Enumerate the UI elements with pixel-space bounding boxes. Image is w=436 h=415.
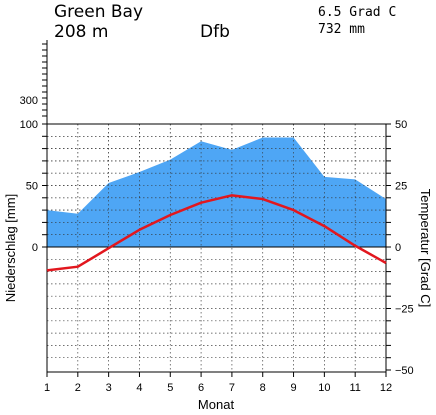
x-tick-label: 7 (229, 382, 235, 394)
x-tick-label: 9 (290, 382, 296, 394)
gridlines-over-area (47, 124, 386, 247)
temperature-line (46, 194, 387, 272)
left-tick-label: 50 (26, 181, 38, 193)
left-axis-label: Niederschlag [mm] (3, 194, 18, 302)
x-tick-label: 4 (136, 382, 142, 394)
x-tick-label: 10 (318, 382, 330, 394)
left-tick-label: 100 (20, 119, 38, 131)
x-tick-label: 11 (349, 382, 360, 394)
precipitation-area (47, 137, 386, 247)
right-tick-label: −50 (395, 365, 414, 377)
x-tick-label: 8 (260, 382, 266, 394)
climate-class: Dfb (200, 22, 230, 42)
annual-precipitation: 732 mm (318, 22, 365, 37)
x-tick-label: 2 (75, 382, 81, 394)
right-axis-label: Temperatur [Grad C] (418, 189, 433, 308)
upper-axis-ticks: 300 (20, 43, 47, 117)
right-tick-label: 0 (395, 242, 401, 254)
x-tick-label: 3 (106, 382, 112, 394)
mean-temperature: 6.5 Grad C (318, 5, 396, 20)
right-tick-label: 50 (395, 119, 407, 131)
right-tick-label: −25 (395, 304, 414, 316)
plot-frame (46, 123, 387, 373)
x-tick-label: 6 (198, 382, 204, 394)
x-tick-label: 12 (380, 382, 392, 394)
right-tick-label: 25 (395, 181, 407, 193)
upper-tick-label: 300 (20, 95, 38, 107)
left-tick-label: 0 (32, 242, 38, 254)
elevation: 208 m (54, 22, 108, 42)
x-axis-label: Monat (198, 397, 235, 412)
station-name: Green Bay (54, 2, 143, 22)
x-tick-label: 1 (44, 382, 50, 394)
x-tick-label: 5 (167, 382, 173, 394)
